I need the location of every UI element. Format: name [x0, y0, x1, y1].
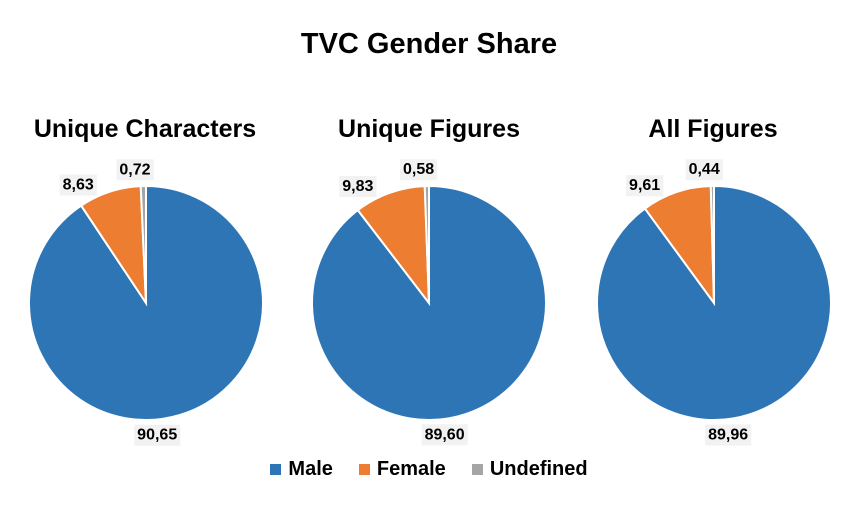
- data-label-all-figures-undefined: 0,44: [689, 161, 720, 178]
- data-label-unique-figures-male: 89,60: [425, 426, 465, 443]
- data-label-bg-unique-characters-female: [59, 174, 97, 196]
- pie-title-unique-figures: Unique Figures: [338, 115, 520, 143]
- pie-slice-unique-characters-undefined: [139, 184, 147, 304]
- pie-slice-all-figures-undefined: [709, 184, 715, 304]
- legend-swatch-female: [358, 464, 370, 475]
- chart-title: TVC Gender Share: [300, 28, 558, 60]
- legend-label-undefined: Undefined: [489, 458, 588, 480]
- data-label-bg-unique-figures-male: [421, 424, 468, 446]
- legend-swatch-undefined: [471, 464, 483, 475]
- data-label-unique-figures-female: 9,83: [342, 178, 373, 195]
- data-label-bg-unique-characters-male: [134, 424, 181, 446]
- pie-title-all-figures: All Figures: [648, 115, 778, 143]
- data-label-bg-all-figures-female: [626, 175, 664, 197]
- legend-item-male: Male: [270, 458, 333, 481]
- pie-slice-unique-figures-female: [356, 185, 431, 307]
- data-label-unique-figures-undefined: 0,58: [403, 161, 434, 178]
- legend-swatch-male: [270, 464, 282, 475]
- data-label-unique-characters-male: 90,65: [137, 427, 177, 444]
- data-label-all-figures-female: 9,61: [629, 177, 660, 194]
- data-label-unique-characters-undefined: 0,72: [119, 161, 150, 178]
- legend-label-female: Female: [376, 458, 446, 480]
- pie-slice-unique-figures-undefined: [423, 184, 430, 304]
- pie-title-unique-characters: Unique Characters: [33, 115, 257, 143]
- data-label-bg-unique-figures-undefined: [400, 159, 438, 181]
- legend: Male Female Undefined: [0, 458, 858, 481]
- data-label-unique-characters-female: 8,63: [63, 177, 94, 194]
- data-label-bg-unique-characters-undefined: [116, 159, 154, 181]
- legend-label-male: Male: [288, 458, 333, 480]
- legend-item-female: Female: [358, 458, 446, 481]
- data-label-bg-all-figures-undefined: [685, 159, 723, 181]
- data-label-all-figures-male: 89,96: [708, 426, 748, 443]
- data-label-bg-all-figures-male: [705, 424, 752, 446]
- data-label-bg-unique-figures-female: [339, 176, 377, 198]
- legend-item-undefined: Undefined: [471, 458, 588, 481]
